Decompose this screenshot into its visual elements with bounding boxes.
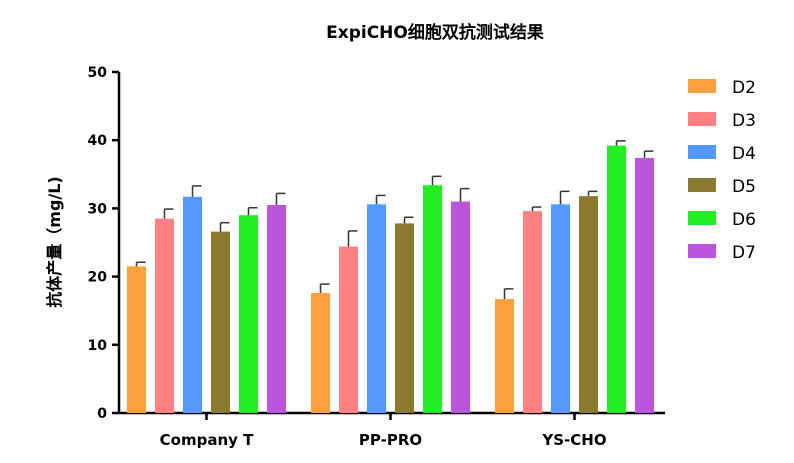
bar-d3	[523, 211, 542, 413]
chart-title: ExpiCHO细胞双抗测试结果	[326, 22, 544, 43]
bar-d5	[211, 231, 230, 413]
y-tick-label: 30	[88, 201, 108, 217]
legend-swatch-d7	[688, 244, 716, 258]
legend: D2 D3 D4 D5 D6 D7	[688, 78, 756, 263]
bar-d7	[451, 201, 470, 413]
bar-d7	[267, 204, 286, 413]
legend-swatch-d2	[688, 79, 716, 93]
y-tick-label: 10	[88, 338, 108, 354]
legend-swatch-d3	[688, 112, 716, 126]
category-label: Company T	[160, 431, 254, 449]
bar-d3	[339, 246, 358, 413]
legend-label-d2: D2	[732, 78, 756, 98]
bar-d5	[579, 196, 598, 413]
y-tick-label: 0	[97, 406, 107, 422]
y-axis-label: 抗体产量（mg/L)	[45, 176, 64, 307]
bar-d5	[395, 223, 414, 413]
category-label: YS-CHO	[541, 431, 606, 449]
bar-d4	[551, 204, 570, 413]
bar-d7	[635, 157, 654, 413]
bar-d2	[311, 292, 330, 413]
legend-swatch-d5	[688, 178, 716, 192]
legend-swatch-d4	[688, 145, 716, 159]
legend-label-d5: D5	[732, 177, 756, 197]
category-label: PP-PRO	[359, 431, 422, 449]
bar-d4	[183, 196, 202, 413]
plot-area: 0 10 20 30 40 50 Company T PP-PRO YS-CHO	[88, 65, 665, 449]
bar-d2	[495, 299, 514, 413]
bar-d6	[239, 215, 258, 413]
legend-label-d7: D7	[732, 243, 756, 263]
y-tick-label: 20	[88, 270, 108, 286]
y-tick-label: 40	[88, 133, 108, 149]
legend-label-d4: D4	[732, 144, 756, 164]
bar-d2	[127, 266, 146, 413]
y-tick-label: 50	[88, 65, 108, 81]
legend-label-d6: D6	[732, 210, 756, 230]
bar-d4	[367, 204, 386, 413]
bar-d3	[155, 218, 174, 413]
legend-label-d3: D3	[732, 111, 756, 131]
bar-d6	[607, 145, 626, 413]
bar-d6	[423, 185, 442, 413]
legend-swatch-d6	[688, 211, 716, 225]
